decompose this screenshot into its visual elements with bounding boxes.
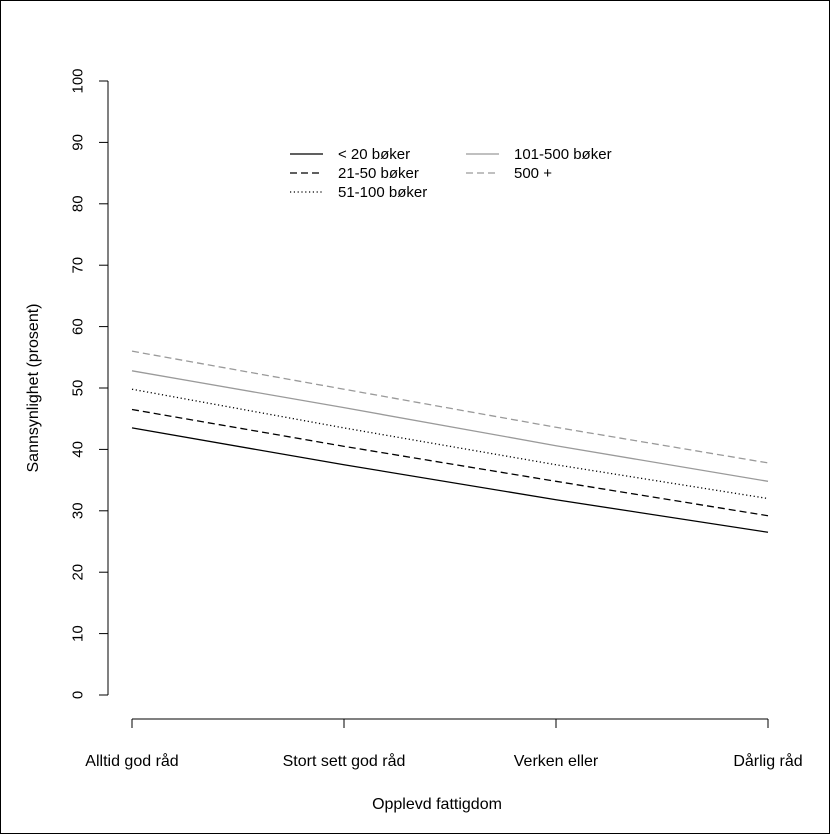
y-tick-label: 90 (70, 134, 87, 151)
y-axis-label: Sannsynlighet (prosent) (25, 304, 42, 473)
x-tick-label: Verken eller (514, 753, 599, 770)
series-line (131, 370, 769, 482)
y-tick-label: 80 (70, 195, 87, 212)
y-tick-label: 10 (70, 625, 87, 642)
y-tick-label: 40 (70, 441, 87, 458)
y-tick-label: 60 (70, 318, 87, 335)
x-axis: Alltid god råd Stort sett god råd Verken e… (85, 718, 803, 770)
x-tick-label: Dårlig råd (733, 752, 802, 770)
series-line (131, 427, 769, 533)
x-tick-label: Stort sett god råd (283, 752, 406, 770)
legend-label: 101-500 bøker (514, 146, 612, 163)
legend-label: 51-100 bøker (338, 184, 427, 201)
series-lines (131, 350, 769, 533)
y-tick-label: 0 (70, 691, 87, 699)
legend-label: 500 + (514, 165, 552, 182)
x-axis-label: Opplevd fattigdom (372, 796, 502, 813)
legend: < 20 bøker 21-50 bøker 51-100 bøker 101-500… (290, 146, 612, 201)
y-tick-label: 30 (70, 502, 87, 519)
y-axis: 0 10 20 30 40 50 60 70 80 90 100 (70, 68, 109, 699)
y-tick-label: 20 (70, 564, 87, 581)
legend-label: 21-50 bøker (338, 165, 419, 182)
x-tick-label: Alltid god råd (85, 752, 178, 770)
series-line (131, 350, 769, 464)
series-line (131, 408, 769, 517)
y-tick-label: 100 (70, 68, 87, 93)
legend-label: < 20 bøker (338, 146, 410, 163)
y-tick-label: 70 (70, 257, 87, 274)
y-tick-label: 50 (70, 380, 87, 397)
series-line (131, 388, 769, 500)
